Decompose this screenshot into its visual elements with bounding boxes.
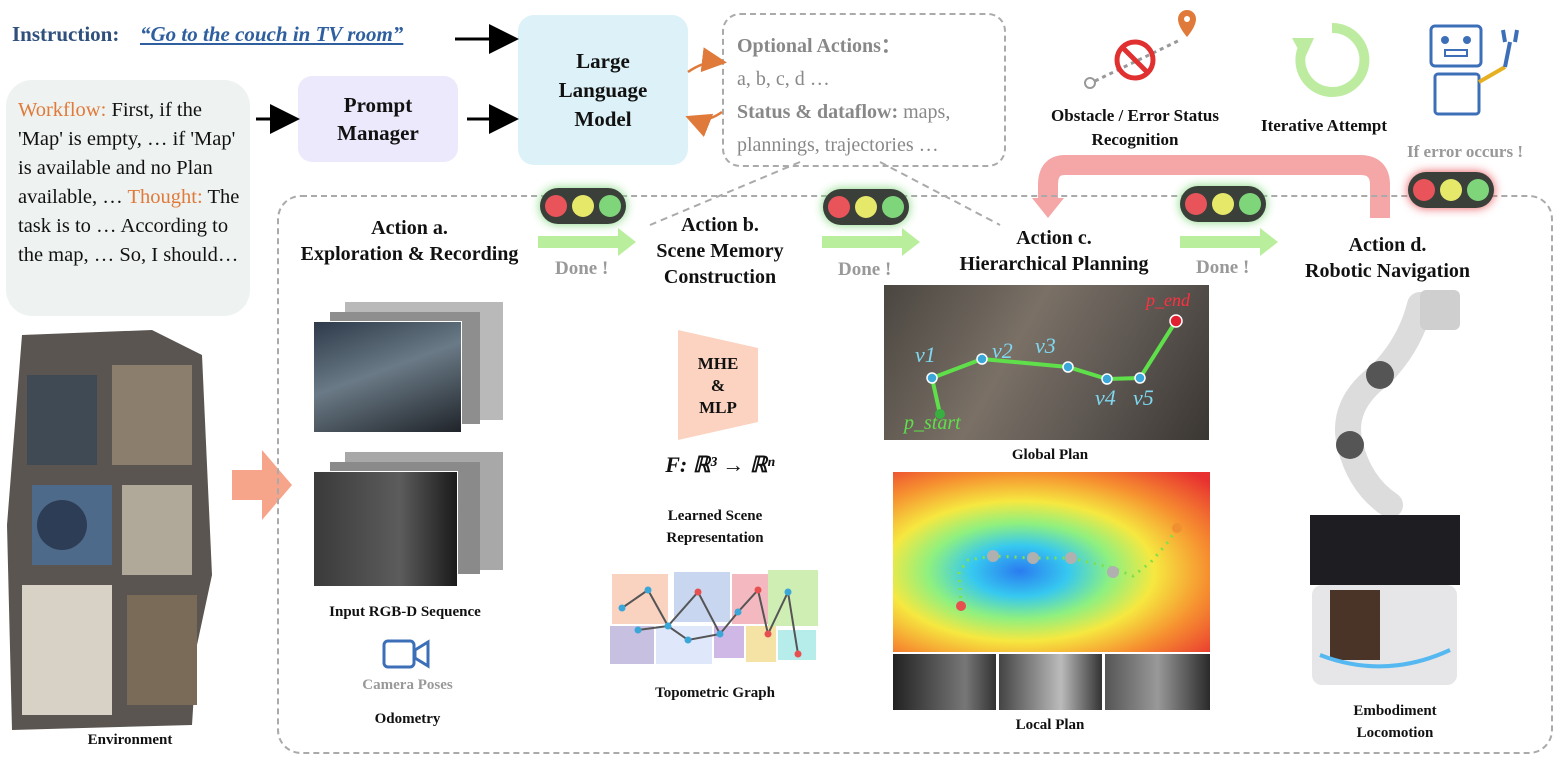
depth-frame — [313, 471, 458, 587]
mhe-line3: MLP — [699, 398, 737, 417]
obstacle-caption-line1: Obstacle / Error Status — [1051, 106, 1219, 125]
error-feedback-arrow — [1038, 155, 1390, 218]
embodiment-line1: Embodiment — [1353, 703, 1437, 719]
action-c-line2: Hierarchical Planning — [959, 253, 1149, 275]
local-plan-path — [956, 523, 1182, 611]
prompt-cloud-text: Workflow: First, if the 'Map' is empty, … — [18, 96, 246, 270]
prompt-manager-line1: Prompt — [343, 93, 413, 117]
learned-caption: Learned Scene Representation — [630, 505, 800, 549]
rgb-frame — [313, 321, 462, 433]
done-arrow-c — [1180, 228, 1278, 256]
global-plan-path — [926, 314, 1183, 419]
local-depth-3 — [1105, 654, 1210, 710]
local-depth-1 — [893, 654, 996, 710]
optional-actions-list: a, b, c, d … — [737, 68, 830, 90]
thought-text: The task is to … According to the map, …… — [18, 186, 240, 266]
v1-label: v1 — [915, 342, 936, 367]
camera-icon — [382, 639, 430, 669]
global-plan-caption: Global Plan — [1011, 447, 1089, 463]
topometric-graph — [610, 570, 818, 664]
end-label: p_end — [1146, 290, 1190, 310]
action-b-line3: Construction — [663, 266, 777, 288]
action-a-line1: Action a. — [371, 217, 448, 239]
action-d-line2: Robotic Navigation — [1305, 260, 1470, 282]
environment-floorplan — [7, 330, 212, 730]
optional-actions-text: Optional Actions： a, b, c, d … Status & … — [737, 30, 1005, 162]
done-label-a: Done ! — [555, 258, 609, 279]
status-text: maps, plannings, trajectories … — [737, 101, 951, 156]
instruction-label: Instruction: — [12, 22, 120, 46]
action-b-line1: Action b. — [681, 214, 759, 236]
camera-caption: Camera Poses — [362, 677, 453, 693]
rgbd-caption: Input RGB-D Sequence — [329, 604, 481, 620]
local-depth-2 — [999, 654, 1102, 710]
iterative-caption: Iterative Attempt — [1260, 116, 1388, 135]
error-caption: If error occurs ! — [1407, 142, 1523, 161]
status-label: Status & dataflow: — [737, 101, 899, 123]
prompt-manager-box: Prompt Manager — [298, 76, 458, 162]
obstacle-caption-line2: Recognition — [1091, 130, 1179, 149]
robot-arm-illustration — [1310, 290, 1460, 685]
action-d-line1: Action d. — [1348, 234, 1427, 256]
obstacle-caption: Obstacle / Error Status Recognition — [1030, 104, 1240, 152]
traffic-light-3 — [1180, 186, 1266, 222]
mhe-mlp-block — [678, 330, 758, 440]
llm-line3: Model — [574, 106, 632, 131]
action-a-line2: Exploration & Recording — [300, 243, 519, 265]
embodiment-caption: Embodiment Locomotion — [1320, 700, 1470, 744]
prompt-manager-line2: Manager — [337, 121, 419, 145]
action-c-line1: Action c. — [1016, 227, 1092, 249]
start-label: p_start — [904, 412, 961, 434]
action-c-title: Action c. Hierarchical Planning — [944, 225, 1164, 277]
llm-line1: Large — [576, 48, 630, 73]
embodiment-line2: Locomotion — [1356, 725, 1434, 741]
iterative-icon — [1292, 22, 1370, 97]
action-pipeline-container — [277, 195, 1553, 754]
robot-icon — [1429, 24, 1519, 116]
optional-title: Optional Actions： — [737, 35, 901, 57]
action-b-title: Action b. Scene Memory Construction — [640, 212, 800, 290]
traffic-light-error — [1408, 172, 1494, 208]
thought-label: Thought: — [127, 186, 203, 208]
local-plan-caption: Local Plan — [1015, 717, 1085, 733]
prompt-cloud — [6, 80, 250, 316]
llm-to-optional-arrow — [687, 47, 727, 74]
action-a-title: Action a. Exploration & Recording — [282, 215, 537, 267]
done-label-c: Done ! — [1196, 257, 1250, 278]
odometry-caption: Odometry — [374, 711, 441, 727]
learned-line1: Learned Scene — [667, 508, 763, 524]
llm-line2: Language — [558, 77, 648, 102]
v4-label: v4 — [1095, 385, 1116, 410]
mhe-mlp-label: MHE & MLP — [678, 353, 758, 419]
done-label-b: Done ! — [838, 259, 892, 280]
workflow-text: First, if the 'Map' is empty, … if 'Map'… — [18, 99, 236, 208]
llm-box: Large Language Model — [518, 15, 688, 165]
topometric-caption: Topometric Graph — [655, 685, 775, 701]
formula: F: ℝ³ → ℝⁿ — [665, 452, 775, 477]
action-d-title: Action d. Robotic Navigation — [1290, 232, 1485, 284]
instruction-text: “Go to the couch in TV room” — [140, 22, 404, 46]
obstacle-icon — [1084, 10, 1196, 89]
workflow-label: Workflow: — [18, 99, 107, 121]
local-plan-heatmap — [893, 472, 1210, 652]
mhe-line1: MHE — [697, 354, 739, 373]
traffic-light-1 — [540, 188, 626, 224]
learned-line2: Representation — [666, 530, 764, 546]
optional-actions-box — [722, 13, 1006, 167]
v2-label: v2 — [992, 338, 1013, 363]
done-arrow-a — [538, 228, 636, 256]
traffic-light-2 — [823, 189, 909, 225]
mhe-line2: & — [710, 376, 726, 395]
v3-label: v3 — [1035, 333, 1056, 358]
environment-caption: Environment — [87, 732, 173, 748]
done-arrow-b — [822, 228, 920, 256]
action-b-line2: Scene Memory — [656, 240, 784, 262]
optional-to-llm-arrow — [685, 110, 723, 138]
v5-label: v5 — [1133, 385, 1154, 410]
